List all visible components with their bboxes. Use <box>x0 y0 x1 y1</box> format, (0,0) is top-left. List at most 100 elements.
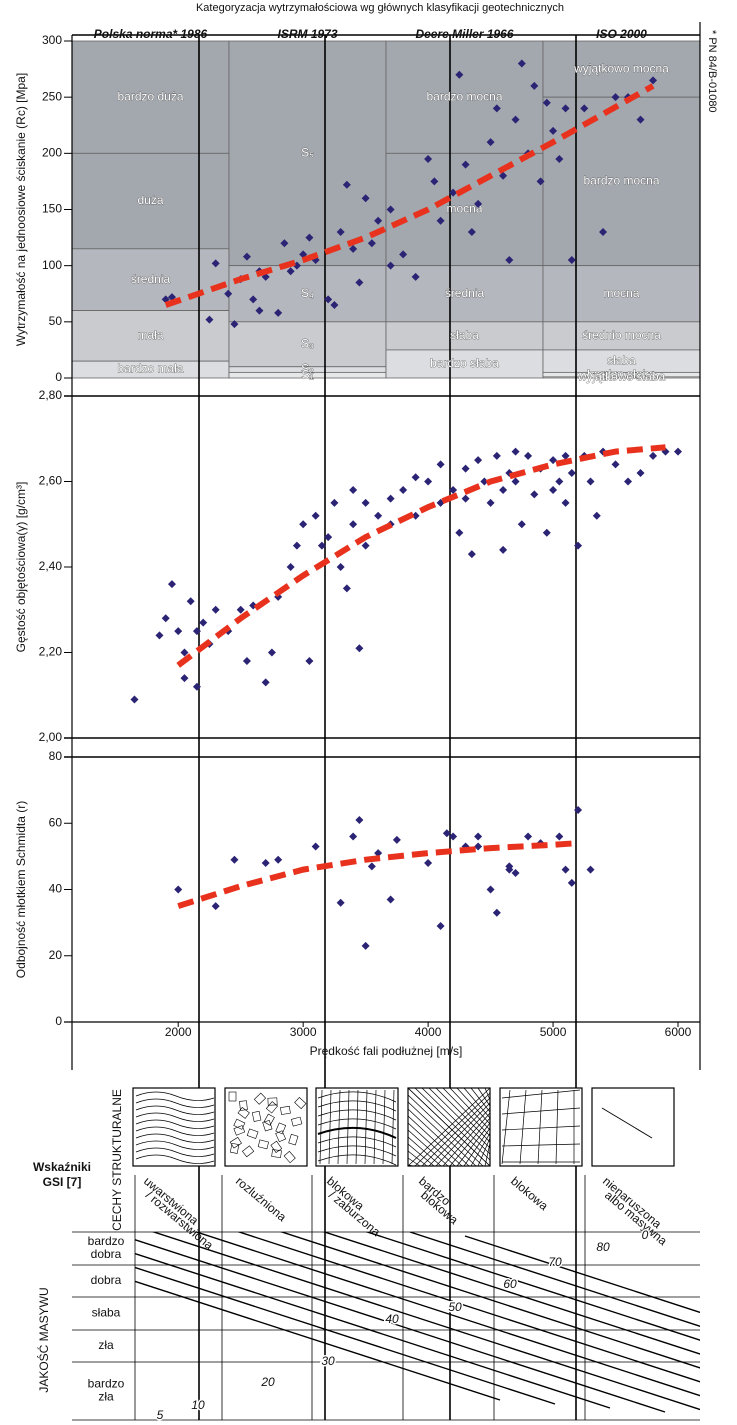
data-point <box>536 177 545 186</box>
icon-stroke <box>407 1136 442 1167</box>
icon-stroke <box>470 1132 491 1167</box>
contour-label: 50 <box>448 1300 462 1314</box>
data-point <box>561 451 570 460</box>
icon-stroke <box>421 1087 491 1155</box>
data-point <box>492 908 501 917</box>
icon-stroke <box>228 1091 237 1102</box>
data-point <box>455 528 464 537</box>
icon-stroke <box>501 1143 581 1147</box>
icon-stroke <box>501 1089 511 1165</box>
band-label: S₄ <box>301 286 314 300</box>
data-point <box>361 941 370 950</box>
icon-stroke <box>382 1089 386 1165</box>
data-point <box>211 902 220 911</box>
data-point <box>355 644 364 653</box>
icon-stroke <box>275 1130 287 1143</box>
column-title: Deere Miller 1966 <box>415 27 513 41</box>
data-point <box>355 815 364 824</box>
data-point <box>374 216 383 225</box>
contour-label: 70 <box>548 1255 562 1269</box>
data-point <box>636 468 645 477</box>
data-point <box>449 188 458 197</box>
icon-stroke <box>135 1098 215 1108</box>
data-point <box>386 261 395 270</box>
gsi-contour-line <box>151 1232 700 1411</box>
icon-stroke <box>449 1087 491 1131</box>
data-point <box>461 464 470 473</box>
icon-stroke <box>435 1087 491 1143</box>
class-band <box>71 248 230 311</box>
icon-stroke <box>280 1105 291 1115</box>
x-tick-label: 3000 <box>290 1025 317 1039</box>
structure-icon <box>499 1087 583 1167</box>
icon-stroke <box>251 1110 262 1122</box>
data-point <box>436 460 445 469</box>
data-point <box>411 473 420 482</box>
icon-stroke <box>501 1125 581 1131</box>
quality-label: dobra <box>91 1273 122 1287</box>
icon-stroke <box>364 1089 368 1165</box>
foreground-layer: bardzo duża duża średnia mała bardzo mała Pol… <box>14 27 700 1424</box>
data-point <box>567 468 576 477</box>
data-point <box>242 657 251 666</box>
data-point <box>324 533 333 542</box>
data-point <box>499 486 508 495</box>
data-point <box>592 511 601 520</box>
contour-label: 80 <box>596 1240 610 1254</box>
data-point <box>349 520 358 529</box>
data-point <box>230 320 239 329</box>
class-band <box>71 310 230 362</box>
column-title: ISO 2000 <box>596 27 647 41</box>
quality-label: zła <box>98 1338 114 1352</box>
data-point <box>624 477 633 486</box>
data-point <box>567 256 576 265</box>
figure-title: Kategoryzacja wytrzymałościowa wg główny… <box>196 2 564 14</box>
data-point <box>174 627 183 636</box>
data-point <box>330 300 339 309</box>
data-point <box>517 520 526 529</box>
gsi-title: Wskaźniki <box>33 1160 91 1174</box>
gsi-contour-line <box>135 1266 556 1405</box>
gsi-title: GSI [7] <box>43 1175 82 1189</box>
icon-stroke <box>237 1106 250 1119</box>
y-axis-title: Gęstość objętościowa(γ) [g/cm³] <box>14 482 28 653</box>
icon-stroke <box>407 1129 449 1167</box>
class-band <box>542 321 701 351</box>
band-label: duża <box>137 193 163 207</box>
icon-stroke <box>229 1136 242 1149</box>
data-point <box>486 138 495 147</box>
data-point <box>517 59 526 68</box>
data-point <box>280 239 289 248</box>
data-point <box>411 511 420 520</box>
x-tick-label: 6000 <box>665 1025 692 1039</box>
icon-stroke <box>265 1101 278 1114</box>
y-tick-label: 0 <box>55 1014 62 1028</box>
data-point <box>361 498 370 507</box>
icon-stroke <box>470 1087 491 1113</box>
gsi-contour-line <box>194 1232 700 1397</box>
y-tick-label: 200 <box>42 146 62 160</box>
icon-stroke <box>337 1089 341 1165</box>
x-axis-title: Prędkość fali podłużnej [m/s] <box>310 1044 463 1058</box>
icon-stroke <box>555 1089 559 1165</box>
band-label: bardzo słaba <box>587 367 656 381</box>
data-point <box>449 832 458 841</box>
data-point <box>292 541 301 550</box>
data-point <box>505 862 514 871</box>
y-tick-label: 60 <box>49 815 63 829</box>
data-point <box>492 451 501 460</box>
class-band <box>385 40 544 154</box>
data-point <box>180 674 189 683</box>
icon-stroke <box>456 1087 491 1125</box>
data-point <box>255 306 264 315</box>
icon-stroke <box>407 1164 414 1167</box>
data-point <box>549 126 558 135</box>
data-point <box>386 494 395 503</box>
band-label: S₅ <box>301 146 314 160</box>
icon-stroke <box>317 1145 397 1157</box>
icon-stroke <box>229 1142 240 1154</box>
icon-stroke <box>135 1091 215 1101</box>
data-point <box>349 486 358 495</box>
band-label: bardzo mocna <box>426 89 502 103</box>
band-label: średnia <box>131 272 171 286</box>
